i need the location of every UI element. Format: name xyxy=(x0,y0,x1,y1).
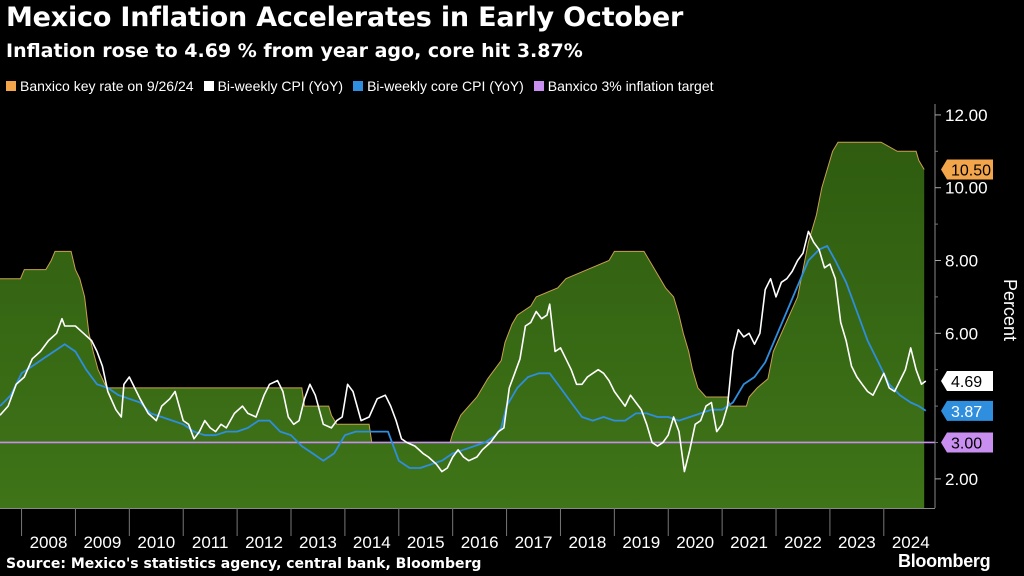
x-tick-label: 2009 xyxy=(83,533,121,552)
legend-item-cpi: Bi-weekly CPI (YoY) xyxy=(203,78,344,94)
x-tick-label: 2022 xyxy=(784,533,822,552)
legend-label-key-rate: Banxico key rate on 9/26/24 xyxy=(20,78,194,94)
x-tick-label: 2018 xyxy=(568,533,606,552)
legend-item-key-rate: Banxico key rate on 9/26/24 xyxy=(6,78,194,94)
x-tick-label: 2013 xyxy=(299,533,337,552)
x-tick-label: 2024 xyxy=(892,533,930,552)
legend-label-target: Banxico 3% inflation target xyxy=(547,78,714,94)
series-key-rate-edge xyxy=(0,141,925,443)
legend: Banxico key rate on 9/26/24 Bi-weekly CP… xyxy=(6,78,714,94)
x-tick-label: 2012 xyxy=(245,533,283,552)
legend-item-core-cpi: Bi-weekly core CPI (YoY) xyxy=(353,78,524,94)
legend-swatch-core-cpi xyxy=(353,81,364,91)
end-tag-label: 3.00 xyxy=(951,435,982,452)
legend-swatch-key-rate xyxy=(6,81,16,91)
legend-label-core-cpi: Bi-weekly core CPI (YoY) xyxy=(367,78,524,94)
y-tick-label: 6.00 xyxy=(945,324,978,343)
x-tick-label: 2020 xyxy=(676,533,714,552)
legend-swatch-cpi xyxy=(203,81,214,91)
x-tick-label: 2014 xyxy=(353,533,391,552)
x-tick-label: 2015 xyxy=(407,533,445,552)
legend-item-target: Banxico 3% inflation target xyxy=(533,78,714,94)
x-tick-label: 2016 xyxy=(461,533,499,552)
y-tick-label: 2.00 xyxy=(945,470,978,489)
x-tick-label: 2023 xyxy=(838,533,876,552)
x-tick-label: 2021 xyxy=(730,533,768,552)
end-tag-label: 3.87 xyxy=(951,404,982,421)
end-tag-core: 3.87 xyxy=(941,400,993,421)
plot-area xyxy=(0,141,935,508)
y-tick-label: 8.00 xyxy=(945,252,978,271)
legend-label-cpi: Bi-weekly CPI (YoY) xyxy=(217,78,344,94)
x-tick-label: 2010 xyxy=(137,533,175,552)
x-tick-label: 2008 xyxy=(30,533,68,552)
x-tick-label: 2011 xyxy=(192,533,229,552)
x-tick-label: 2019 xyxy=(622,533,660,552)
end-tag-target: 3.00 xyxy=(941,432,993,453)
series-cpi-line xyxy=(0,230,927,473)
x-tick-label: 2017 xyxy=(515,533,553,552)
chart-title: Mexico Inflation Accelerates in Early Oc… xyxy=(6,2,684,33)
y-axis: 2.00 6.00 8.00 10.00 12.00 xyxy=(934,104,988,508)
end-tag-label: 4.69 xyxy=(951,374,982,391)
end-tag-rate: 10.50 xyxy=(941,159,993,180)
chart-subtitle: Inflation rose to 4.69 % from year ago, … xyxy=(6,40,583,62)
legend-swatch-target xyxy=(533,81,544,91)
y-tick-label: 10.00 xyxy=(945,179,988,198)
x-axis: 2008 2009 2010 2011 2012 2013 2014 2015 2016 2017… xyxy=(0,508,935,552)
y-axis-label: Percent xyxy=(1000,279,1020,341)
y-tick-label: 12.00 xyxy=(945,106,988,125)
end-tags: 10.50 4.69 3.87 3.00 xyxy=(941,159,993,453)
end-tag-cpi: 4.69 xyxy=(941,370,993,391)
end-tag-label: 10.50 xyxy=(951,163,991,180)
bloomberg-logo: Bloomberg xyxy=(898,551,991,571)
source-note: Source: Mexico's statistics agency, cent… xyxy=(6,556,482,572)
